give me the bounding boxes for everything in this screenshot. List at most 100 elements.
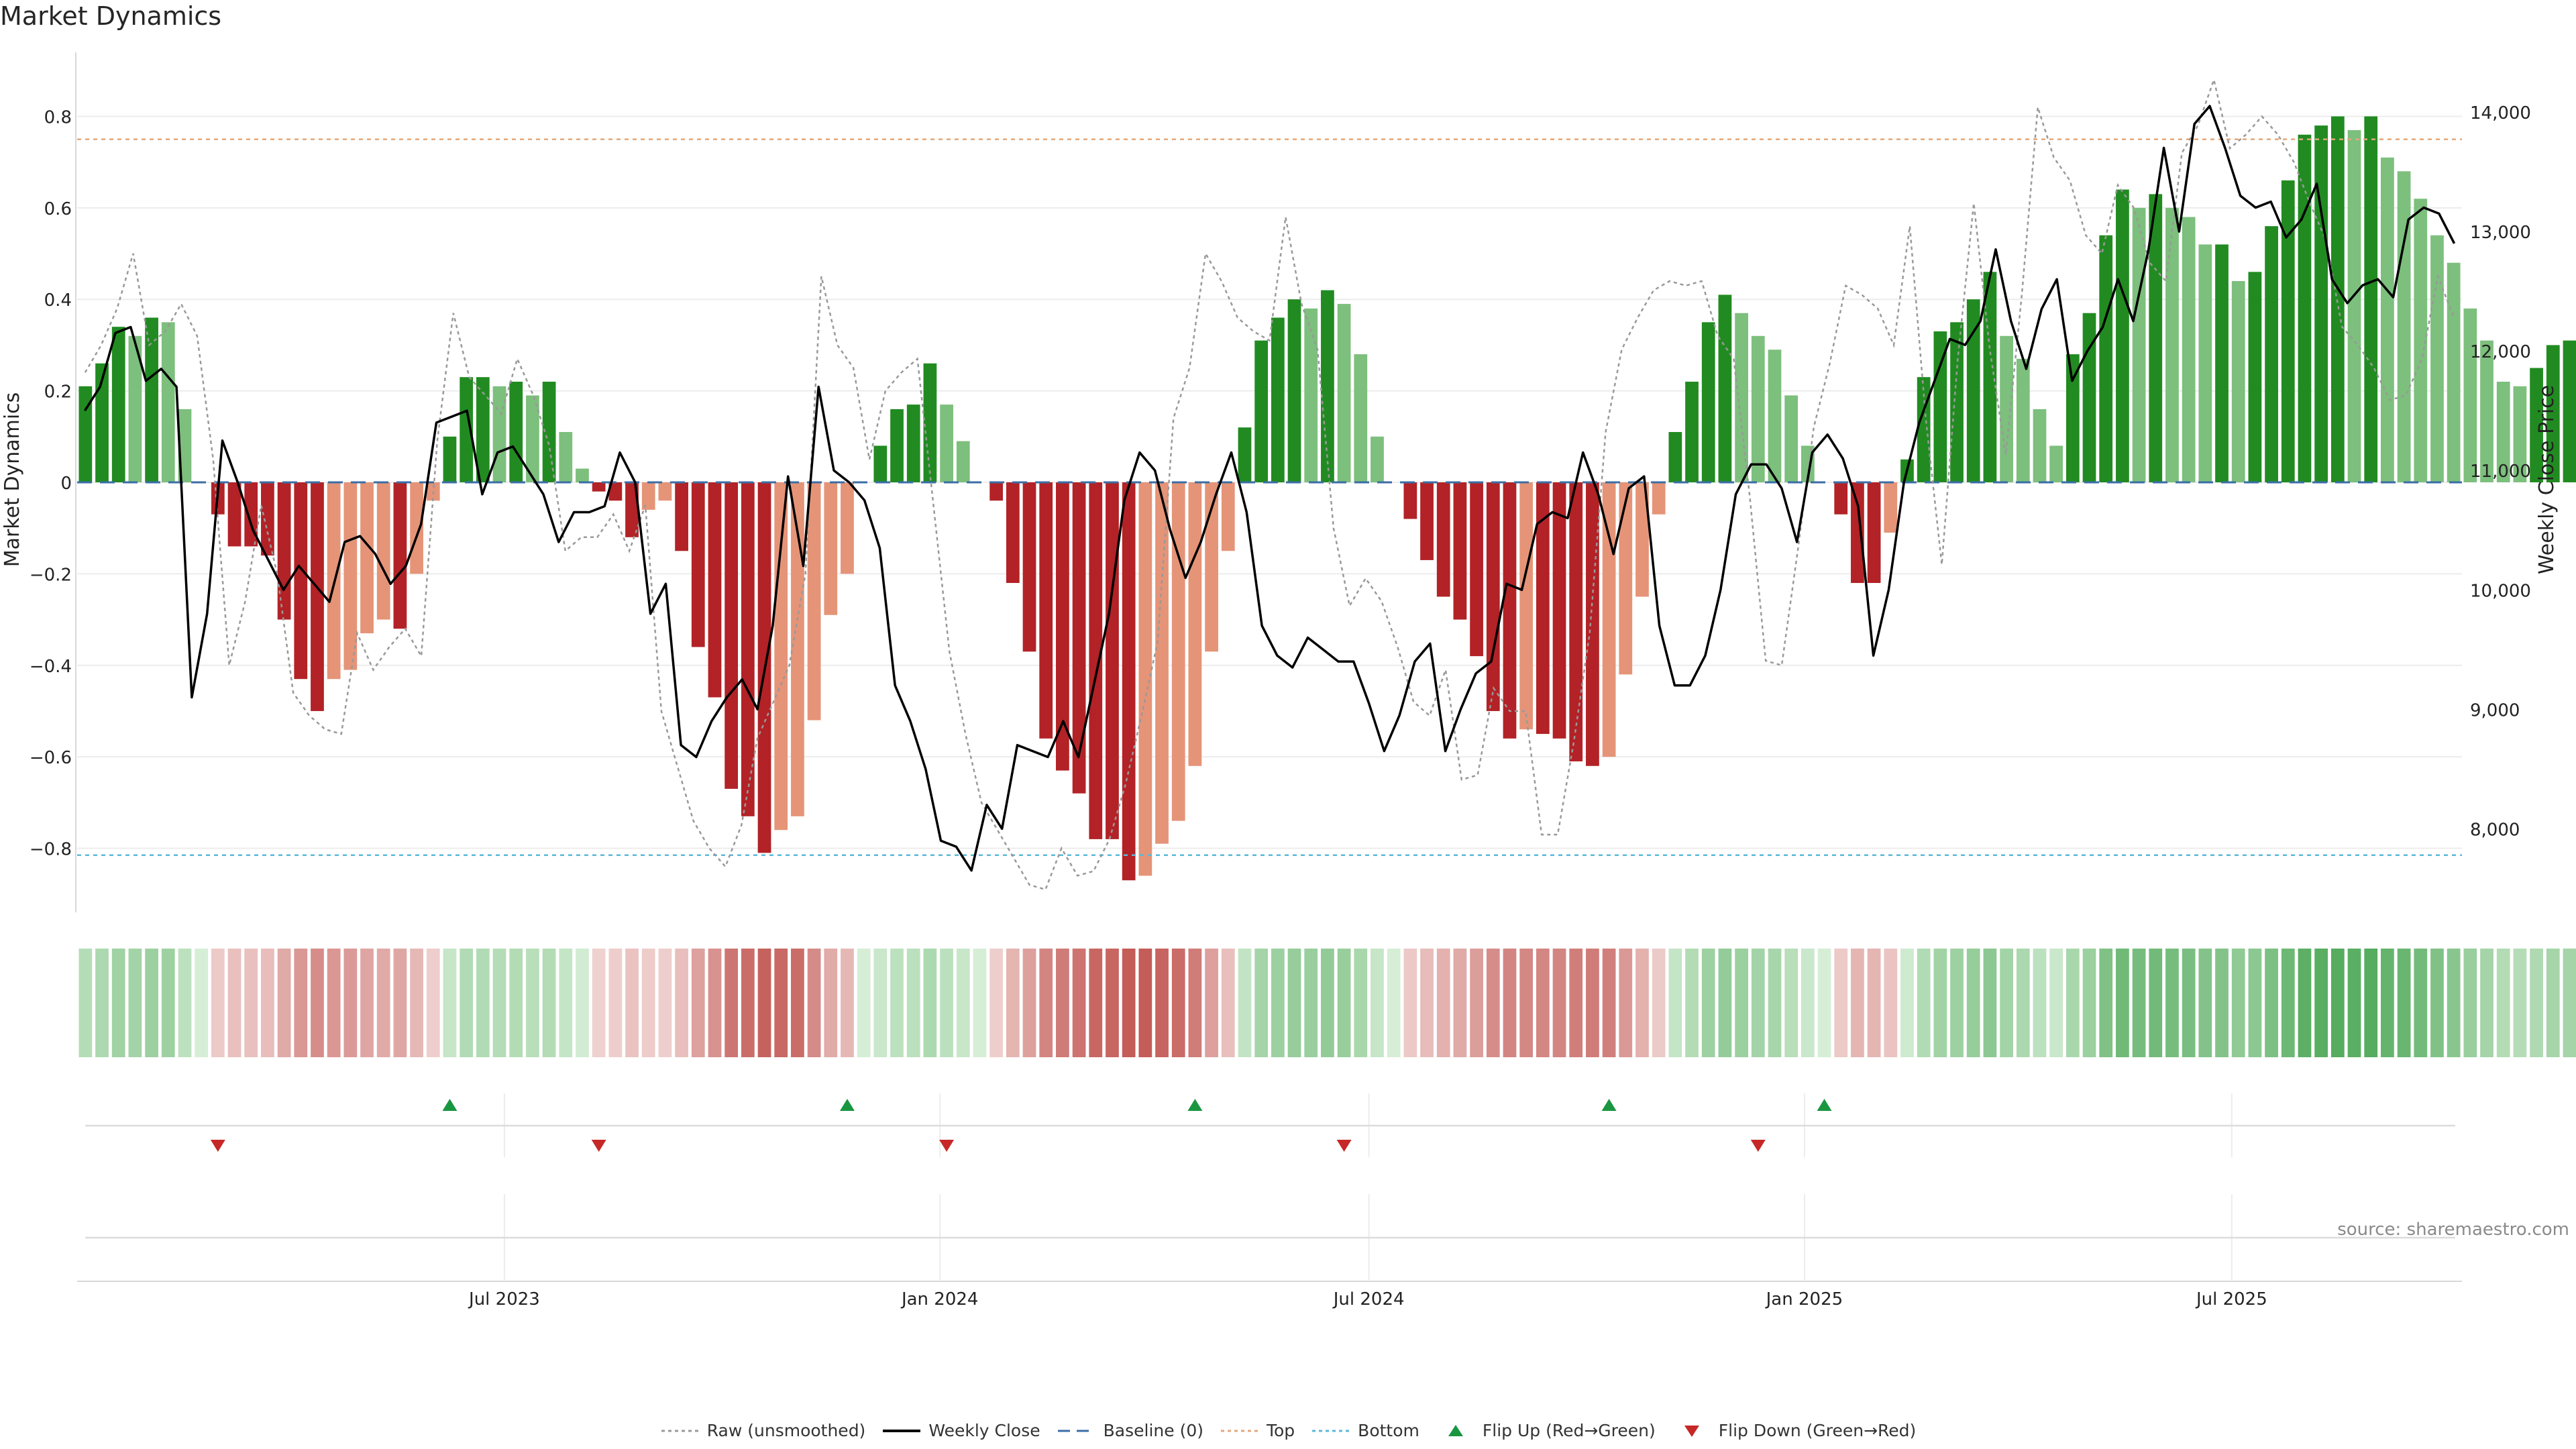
heat-cell [2364,949,2378,1057]
heat-cell [1602,949,1616,1057]
dynamics-bar [1337,304,1351,482]
y-axis-right-label: Weekly Close Price [2535,385,2559,574]
dynamics-bar [1834,482,1848,515]
heat-cell [410,949,423,1057]
dynamics-bar [111,327,125,482]
heat-cell [1254,949,1269,1057]
heat-cell [1933,949,1947,1057]
heat-cell [675,949,688,1057]
heat-cell [1403,949,1417,1057]
heat-cell [1072,949,1086,1057]
heat-cell [2447,949,2461,1057]
heat-cell [841,949,854,1057]
dynamics-bar [1205,482,1218,652]
dynamics-bar [1884,482,1898,533]
heat-cell [1205,949,1218,1057]
dynamics-bar [2149,194,2163,482]
dynamics-bar [1321,290,1334,482]
flip-up-marker [1187,1099,1203,1111]
heat-cell [873,949,888,1057]
dynamics-bar [227,482,241,547]
heat-cell [1238,949,1252,1057]
heat-cell [1221,949,1235,1057]
y-tick-left: −0.8 [30,840,72,860]
heat-cell [691,949,705,1057]
heat-cell [2546,949,2560,1057]
heat-cell [956,949,970,1057]
dynamics-bar [1668,431,1682,482]
dynamics-bar [1238,427,1252,482]
dynamics-bar [1602,482,1616,757]
heat-cell [1138,949,1152,1057]
heat-cell [2182,949,2196,1057]
dynamics-bar [261,482,274,556]
heat-cell [78,949,93,1057]
dynamics-bar [1552,482,1566,739]
dynamics-bar [2364,116,2378,482]
time-axis: Jul 2023 Jan 2024 Jul 2024 Jan 2025 Jul 2025 [77,1194,2462,1309]
heat-cell [2033,949,2047,1057]
heat-cell [1834,949,1848,1057]
heat-cell [2016,949,2030,1057]
legend-swatch-icon [1057,1430,1095,1432]
dynamics-bar [2215,244,2229,482]
heat-cell [2347,949,2361,1057]
heat-cell [1486,949,1500,1057]
y-tick-left: −0.2 [30,565,72,585]
heat-cell [1089,949,1103,1057]
dynamics-bar [1304,308,1318,482]
heat-cell [1354,949,1368,1057]
heat-cell [2496,949,2510,1057]
heat-cell [2480,949,2493,1057]
dynamics-bar [641,482,655,510]
dynamics-bar [675,482,688,551]
dynamics-bar [2182,217,2196,482]
dynamics-bar [95,363,109,482]
dynamics-bar [1138,482,1152,876]
heat-cell [1867,949,1881,1057]
dynamics-bar [1983,272,1997,482]
heat-cell [724,949,739,1057]
heat-cell [327,949,341,1057]
dynamics-bar [956,441,970,482]
y-tick-left: 0.4 [44,290,72,311]
heat-cell [989,949,1004,1057]
dynamics-bar [2132,207,2146,482]
y-tick-right: 14,000 [2470,103,2531,123]
heat-cell [559,949,573,1057]
heat-cell [1056,949,1069,1057]
flip-down-marker [939,1140,955,1152]
legend-swatch-icon [883,1429,921,1432]
dynamics-bar [410,482,423,574]
dynamics-bar [608,482,623,501]
heat-cell [1983,949,1997,1057]
dynamics-bar [1950,322,1964,482]
heat-cell [1586,949,1599,1057]
dynamics-bar [1503,482,1517,739]
dynamics-bar [559,431,573,482]
dynamics-bar [940,405,953,482]
dynamics-bar [1619,482,1633,675]
legend-item: Flip Up (Red→Green) [1436,1421,1656,1440]
heat-cell [1884,949,1898,1057]
dynamics-bar [1917,377,1931,482]
dynamics-bar [2281,180,2295,482]
x-tick-label: Jan 2024 [900,1289,979,1309]
grid-layer [77,115,2462,849]
heat-cell [1470,949,1483,1057]
heat-cell [2298,949,2312,1057]
heat-cell [2082,949,2096,1057]
heat-cell [774,949,788,1057]
y-tick-right: 13,000 [2470,223,2531,243]
dynamics-bar [1403,482,1417,519]
legend-swatch-icon [1312,1430,1350,1432]
legend-label: Weekly Close [928,1421,1040,1440]
dynamics-bar [791,482,804,816]
flip-down-marker [1336,1140,1352,1152]
dynamics-bar [1436,482,1450,597]
legend-label: Baseline (0) [1103,1421,1203,1440]
dynamics-bar [1536,482,1550,735]
heat-cell [1304,949,1318,1057]
heat-cell [2513,949,2527,1057]
dynamics-bar [2381,157,2394,482]
